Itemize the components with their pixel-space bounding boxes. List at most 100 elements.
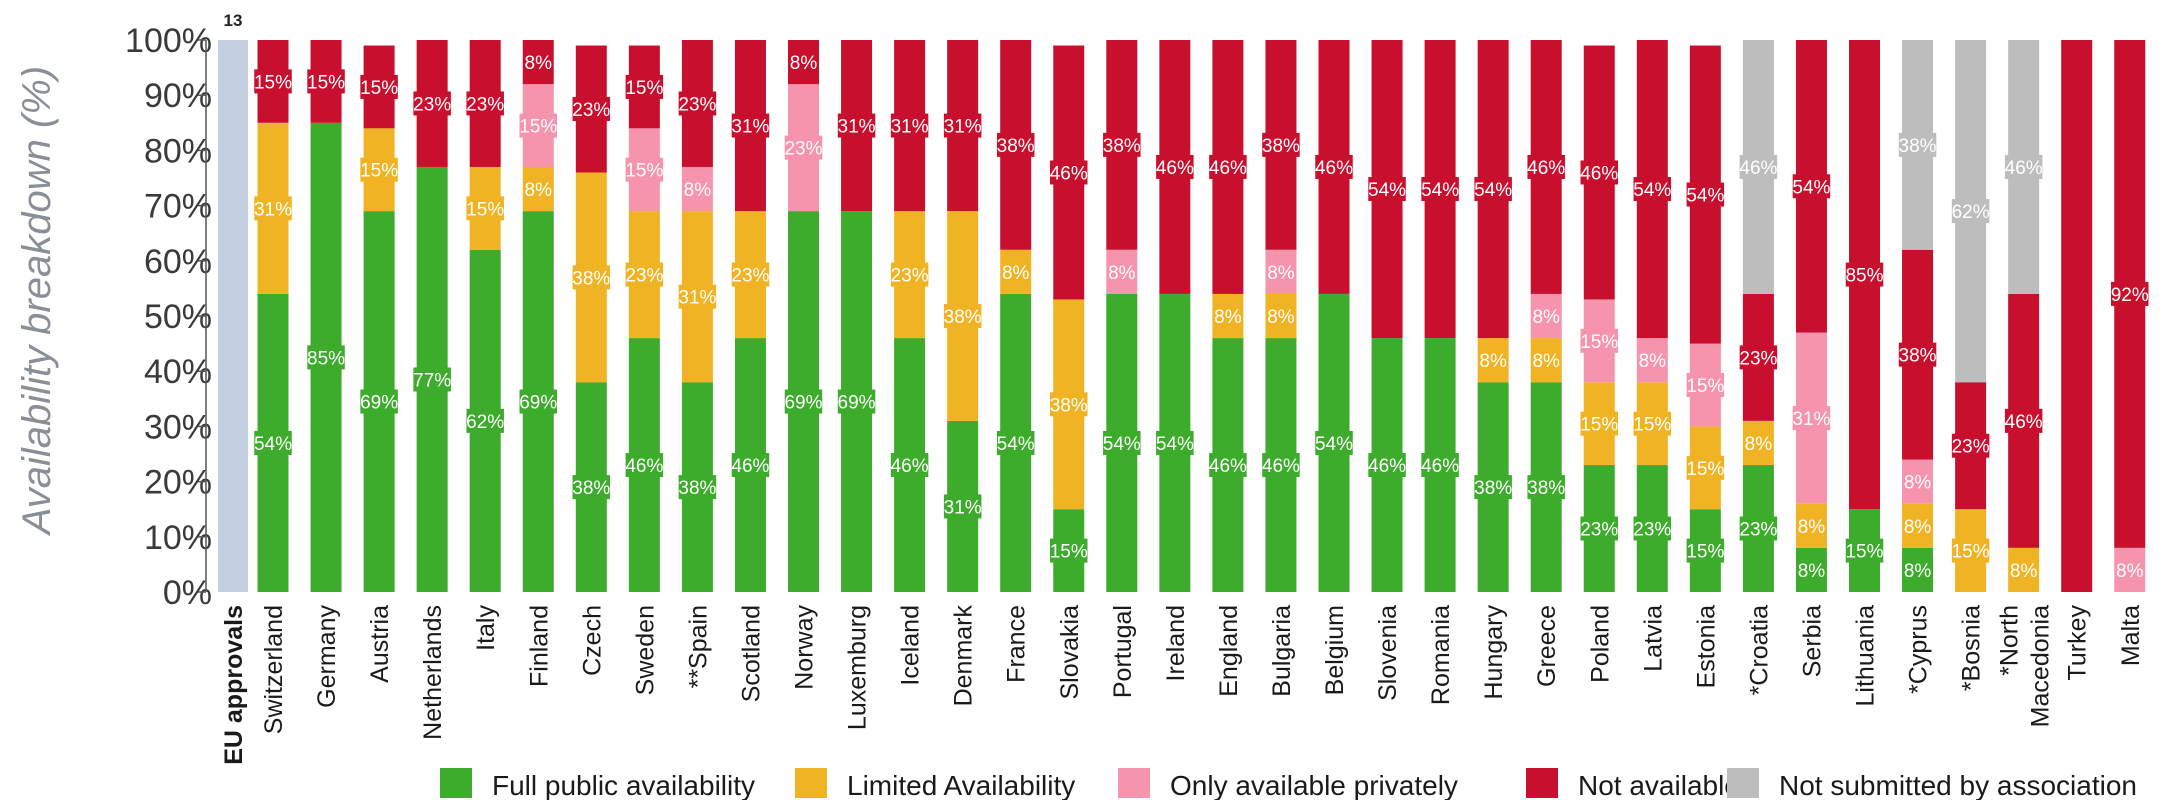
bar-group: 69% 31% — [838, 40, 876, 592]
data-label-bg — [1633, 411, 1672, 436]
bar-group: 15% 85% — [1845, 40, 1884, 592]
data-label-bg — [360, 389, 398, 414]
data-label: 23% — [1739, 348, 1777, 369]
data-label: 46% — [1209, 456, 1247, 477]
data-label: 38% — [1103, 136, 1141, 157]
data-label-bg — [731, 113, 770, 138]
data-label-bg — [1315, 154, 1353, 179]
bars: 1354%31%15%85%15%69%15%15%77%23%62%15%23… — [218, 11, 2149, 593]
data-label: 8% — [1002, 263, 1030, 284]
data-label: 8% — [684, 180, 712, 201]
data-label: 8% — [525, 53, 553, 74]
y-tick-label: 50% — [144, 298, 212, 336]
data-label: 38% — [1050, 395, 1088, 416]
data-label-bg — [1797, 513, 1825, 538]
data-label: 46% — [1050, 163, 1088, 184]
x-category-label: Norway — [791, 605, 819, 690]
data-label: 46% — [891, 456, 929, 477]
data-label-bg — [1686, 373, 1725, 397]
bar-group: 69% 8% 15% 8% — [519, 40, 557, 592]
x-category-label: Slovenia — [1374, 605, 1402, 701]
data-label: 8% — [1904, 473, 1932, 494]
data-label-bg — [1474, 475, 1512, 500]
data-label-bg — [1262, 453, 1300, 478]
data-label-bg — [1421, 177, 1459, 202]
data-label-bg — [360, 74, 398, 99]
data-label-bg — [996, 430, 1035, 455]
bar-group: 46% 8% 46% — [1209, 40, 1247, 592]
x-label-eu-approvals: EU approvals — [220, 605, 248, 765]
bar-group: 46% 54% — [1421, 40, 1459, 592]
data-label: 62% — [1952, 202, 1990, 223]
data-label-bg — [1951, 538, 1990, 563]
data-label-bg — [1898, 342, 1937, 367]
data-label: 23% — [625, 266, 663, 287]
data-label-bg — [466, 91, 504, 116]
bar-group: 62% 15% 23% — [466, 40, 504, 592]
data-label-bg — [254, 69, 292, 94]
x-category-label: *Cyprus — [1905, 605, 1933, 694]
legend-label-full: Full public availability — [492, 770, 755, 800]
data-label: 15% — [360, 78, 398, 99]
data-label: 8% — [1745, 434, 1773, 455]
x-category-label: Luxemburg — [844, 605, 872, 730]
data-label: 69% — [360, 393, 398, 414]
eu-approvals-bar — [218, 40, 248, 592]
data-label-bg — [1002, 259, 1030, 284]
data-label-bg — [1156, 154, 1194, 179]
x-category-label: *Croatia — [1745, 605, 1773, 695]
data-label: 15% — [1686, 376, 1724, 397]
data-label-bg — [524, 50, 552, 75]
data-label: 15% — [1050, 542, 1088, 563]
x-category-label: Latvia — [1639, 605, 1667, 672]
bar-group: 69% 15% 15% — [360, 45, 398, 592]
data-label: 31% — [1792, 409, 1830, 430]
x-category-label: Belgium — [1321, 605, 1349, 695]
data-label-bg — [572, 97, 611, 121]
data-label-bg — [2010, 557, 2038, 582]
data-label-bg — [1108, 259, 1136, 284]
x-category-label: Estonia — [1692, 605, 1720, 688]
data-label: 38% — [1262, 136, 1300, 157]
bar-group: 15% 15% 15% 54% — [1686, 45, 1725, 592]
data-label: 54% — [1421, 180, 1459, 201]
x-category-label: Serbia — [1798, 605, 1826, 677]
data-label: 38% — [572, 478, 610, 499]
bar-group: 38% 8% 8% 46% — [1527, 40, 1565, 592]
legend-swatch-limited — [795, 768, 827, 798]
data-label-bg — [1209, 154, 1247, 179]
data-label: 46% — [731, 456, 769, 477]
bar-group: 46% 54% — [1368, 40, 1406, 592]
data-label: 38% — [944, 307, 982, 328]
data-label: 46% — [1580, 163, 1618, 184]
data-label: 46% — [1527, 158, 1565, 179]
data-label-bg — [1580, 160, 1618, 185]
data-label: 15% — [625, 78, 663, 99]
bar-segment-not-available — [2061, 40, 2093, 592]
x-category-label: Finland — [525, 605, 553, 687]
x-category-label: Romania — [1427, 605, 1455, 705]
data-label: 85% — [1845, 266, 1883, 287]
data-label: 31% — [944, 117, 982, 138]
data-label: 8% — [1267, 263, 1295, 284]
data-label: 8% — [2010, 561, 2038, 582]
data-label: 46% — [1315, 158, 1353, 179]
data-label-bg — [1580, 516, 1618, 541]
data-label-bg — [1904, 557, 1932, 582]
data-label-bg — [1050, 538, 1088, 563]
x-axis-category-labels: EU approvals Switzerland Germany Austria Net… — [220, 605, 2145, 765]
data-label: 69% — [784, 393, 822, 414]
y-tick-label: 40% — [144, 353, 212, 391]
data-label: 54% — [1633, 180, 1671, 201]
data-label: 31% — [731, 117, 769, 138]
data-label-bg — [1633, 177, 1672, 202]
data-label-bg — [1633, 516, 1672, 541]
data-label-bg — [413, 367, 451, 392]
data-label: 46% — [625, 456, 663, 477]
data-label: 8% — [1798, 517, 1826, 538]
bar-group: 85% 15% — [307, 40, 345, 593]
data-label-bg — [1479, 348, 1507, 373]
data-label-bg — [466, 408, 504, 433]
bar-group: 54% 8% 38% — [997, 40, 1035, 592]
